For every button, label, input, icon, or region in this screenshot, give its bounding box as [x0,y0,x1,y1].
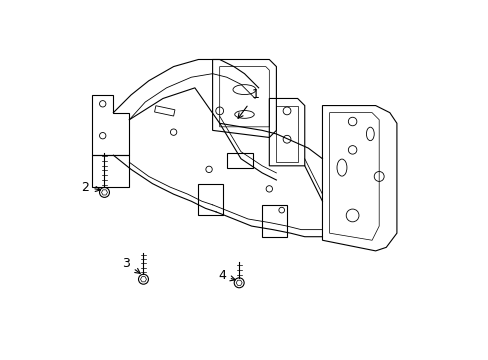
Text: 4: 4 [218,269,235,282]
Text: 3: 3 [122,257,140,273]
Text: 2: 2 [81,181,101,194]
Text: 1: 1 [238,89,259,118]
